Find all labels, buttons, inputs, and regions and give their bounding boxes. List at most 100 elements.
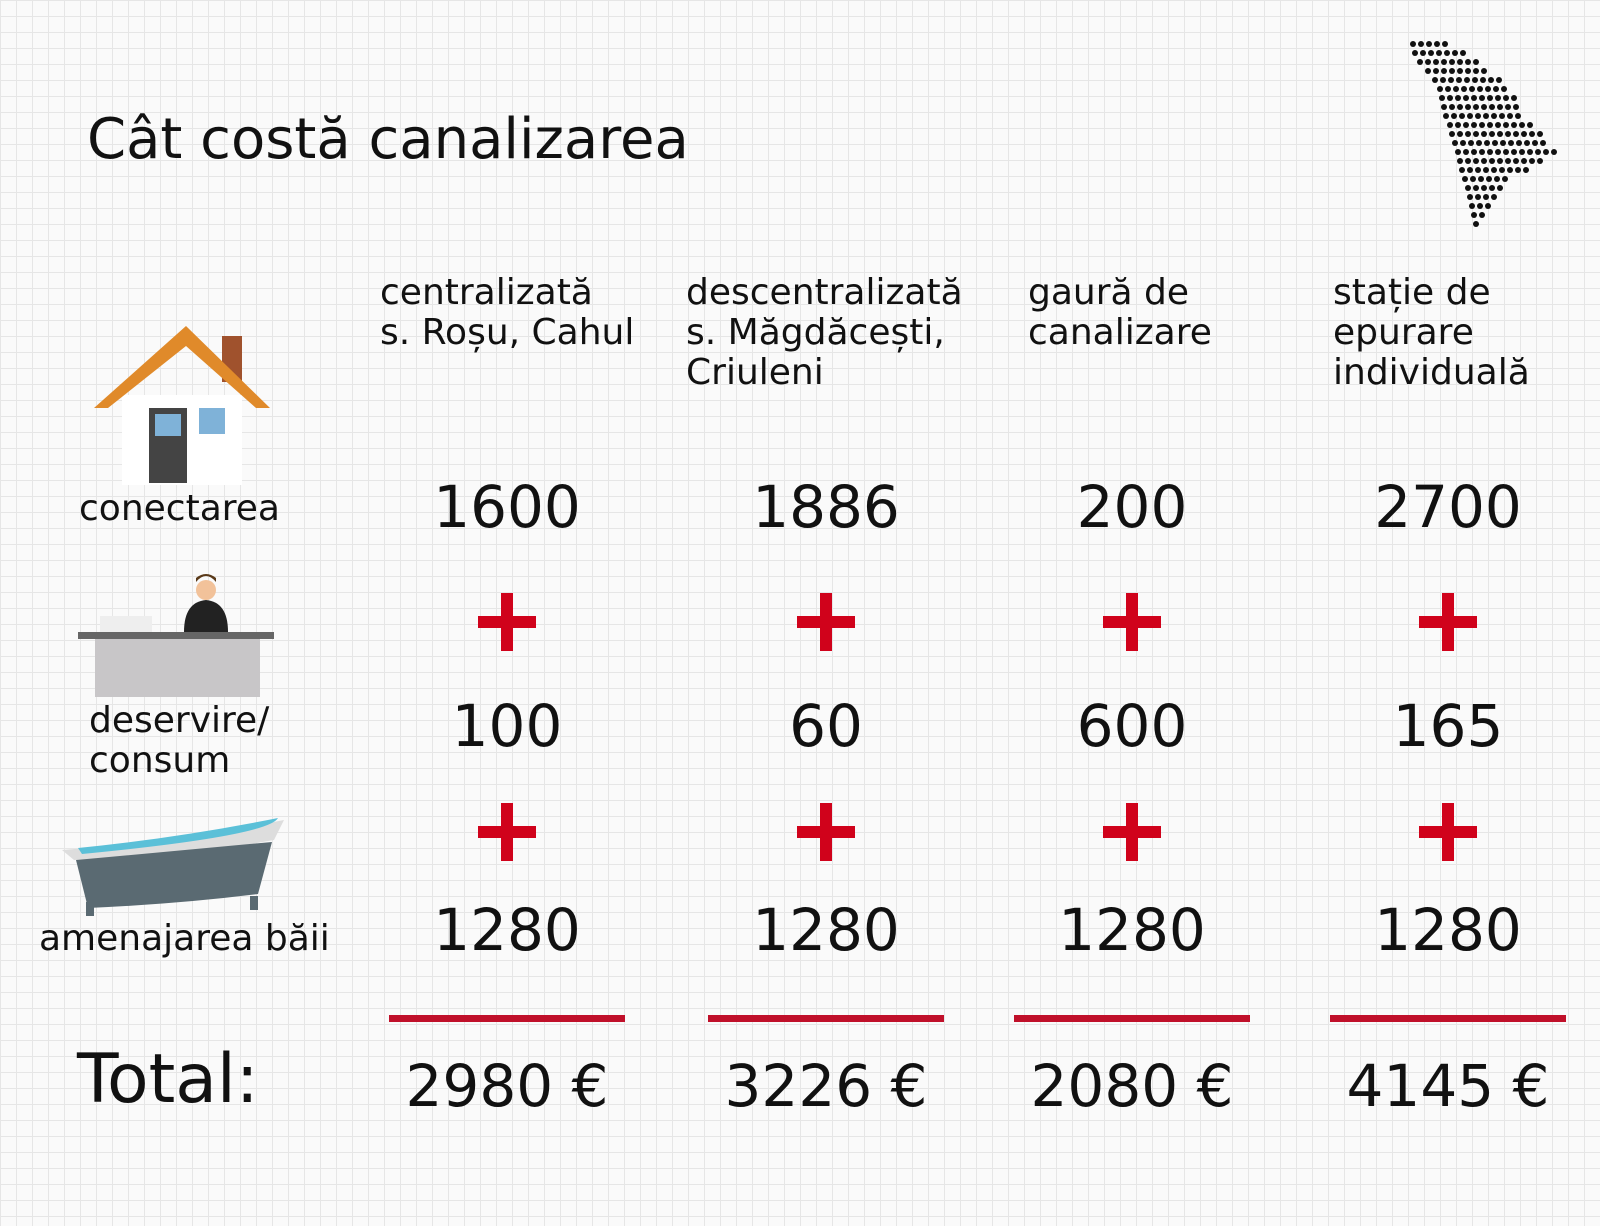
map-dot [1451, 113, 1457, 119]
map-dot [1441, 68, 1447, 74]
map-dot [1487, 95, 1493, 101]
cost-value: 165 [1393, 692, 1504, 760]
map-dot [1457, 68, 1463, 74]
map-dot [1476, 140, 1482, 146]
total-value: 4145 € [1347, 1052, 1550, 1120]
column-header: s. Măgdăcești, [686, 312, 945, 353]
map-dot [1489, 104, 1495, 110]
map-dot [1519, 122, 1525, 128]
map-dot [1485, 203, 1491, 209]
total-rule [1014, 1015, 1250, 1022]
map-dot [1492, 140, 1498, 146]
map-dot [1503, 149, 1509, 155]
plus-sign [1126, 593, 1138, 651]
map-dot [1471, 149, 1477, 155]
map-dot [1519, 149, 1525, 155]
map-dot [1489, 131, 1495, 137]
map-dot [1453, 86, 1459, 92]
map-dot [1448, 77, 1454, 83]
map-dot [1441, 59, 1447, 65]
total-value: 2980 € [406, 1052, 609, 1120]
map-dot [1457, 104, 1463, 110]
map-dot [1511, 122, 1517, 128]
map-dot [1449, 68, 1455, 74]
map-dot [1465, 59, 1471, 65]
map-dot [1479, 212, 1485, 218]
map-dot [1499, 113, 1505, 119]
map-dot [1475, 194, 1481, 200]
map-dot [1473, 131, 1479, 137]
map-dot [1452, 140, 1458, 146]
map-dot [1469, 86, 1475, 92]
plus-sign [1126, 803, 1138, 861]
map-dot [1486, 176, 1492, 182]
map-dot [1501, 86, 1507, 92]
map-dot [1479, 149, 1485, 155]
column-header: epurare [1333, 312, 1474, 353]
map-dot [1499, 167, 1505, 173]
map-dot [1472, 77, 1478, 83]
map-dot [1480, 77, 1486, 83]
map-dot [1440, 77, 1446, 83]
map-dot [1483, 167, 1489, 173]
map-dot [1497, 185, 1503, 191]
map-dot [1433, 59, 1439, 65]
map-dot [1449, 59, 1455, 65]
title: Cât costă canalizarea [87, 107, 689, 172]
plus-sign [501, 803, 513, 861]
map-dot [1465, 158, 1471, 164]
map-dot [1455, 95, 1461, 101]
map-dot [1481, 185, 1487, 191]
map-dot [1481, 158, 1487, 164]
map-dot [1475, 167, 1481, 173]
map-dot [1497, 104, 1503, 110]
map-dot [1479, 122, 1485, 128]
map-dot [1540, 140, 1546, 146]
column-header: s. Roșu, Cahul [380, 312, 634, 353]
map-dot [1468, 140, 1474, 146]
map-dot [1467, 113, 1473, 119]
cost-value: 600 [1077, 692, 1188, 760]
cost-value: 1280 [752, 896, 900, 964]
map-dot [1507, 167, 1513, 173]
map-dot [1483, 113, 1489, 119]
map-dot [1529, 158, 1535, 164]
map-dot [1521, 131, 1527, 137]
total-value: 2080 € [1031, 1052, 1234, 1120]
map-dot [1513, 131, 1519, 137]
column-header: Criuleni [686, 352, 824, 393]
map-dot [1463, 122, 1469, 128]
plus-sign [1442, 593, 1454, 651]
map-dot [1496, 77, 1502, 83]
plus-sign [1442, 803, 1454, 861]
map-dot [1484, 140, 1490, 146]
map-dot [1467, 194, 1473, 200]
total-rule [1330, 1015, 1566, 1022]
map-dot [1495, 149, 1501, 155]
map-dot [1461, 86, 1467, 92]
map-dot [1449, 131, 1455, 137]
map-dot [1475, 113, 1481, 119]
map-dot [1442, 41, 1448, 47]
map-dot [1443, 113, 1449, 119]
map-dot [1410, 41, 1416, 47]
map-dot [1507, 113, 1513, 119]
map-dot [1495, 95, 1501, 101]
map-dot [1473, 221, 1479, 227]
cost-value: 100 [452, 692, 563, 760]
total-value: 3226 € [725, 1052, 928, 1120]
row-label: consum [89, 740, 230, 781]
map-dot [1433, 68, 1439, 74]
map-dot [1485, 86, 1491, 92]
map-dot [1478, 176, 1484, 182]
map-dot [1483, 194, 1489, 200]
map-dot [1447, 122, 1453, 128]
map-dot [1481, 68, 1487, 74]
map-dot [1412, 50, 1418, 56]
map-dot [1473, 68, 1479, 74]
column-header: descentralizată [686, 272, 963, 313]
map-dot [1457, 131, 1463, 137]
map-dot [1505, 131, 1511, 137]
